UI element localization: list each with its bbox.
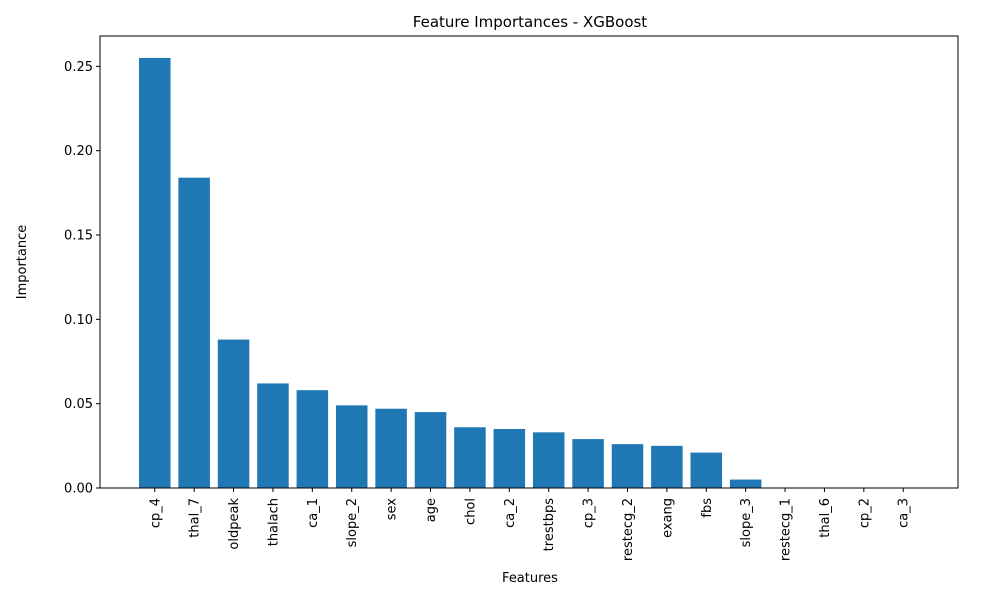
x-tick-label: cp_4 [148, 498, 163, 528]
y-tick-label: 0.15 [64, 229, 93, 244]
x-tick-label: age [424, 498, 439, 522]
x-tick-label: exang [660, 498, 675, 538]
x-tick-label: cp_3 [582, 498, 597, 528]
bar-age [414, 412, 447, 488]
bar-chol [454, 427, 486, 488]
bar-thalach [257, 383, 289, 488]
bar-restecg-2 [611, 444, 644, 488]
y-tick-label: 0.05 [64, 397, 93, 412]
chart-title: Feature Importances - XGBoost [413, 13, 648, 31]
bar-thal-7 [178, 177, 210, 489]
bar-ca-2 [493, 428, 526, 488]
bar-cp-4 [139, 57, 171, 489]
y-axis: 0.00 0.05 0.10 0.15 0.20 0.25 [64, 60, 100, 497]
x-tick-label: restecg_2 [621, 498, 636, 561]
bars-group [139, 57, 762, 489]
bar-trestbps [532, 432, 565, 488]
y-tick-label: 0.00 [64, 482, 93, 497]
y-tick-label: 0.20 [64, 144, 93, 159]
bar-fbs [690, 452, 723, 488]
bar-slope-3 [729, 479, 762, 488]
x-tick-label: sex [385, 498, 400, 521]
y-tick-label: 0.25 [64, 60, 93, 75]
x-axis: cp_4 thal_7 oldpeak thalach ca_1 slope_2 sex ag… [148, 488, 912, 561]
x-tick-label: slope_3 [739, 498, 754, 547]
x-tick-label: fbs [700, 498, 715, 518]
x-tick-label: thalach [266, 498, 281, 546]
x-tick-label: trestbps [542, 498, 557, 552]
x-tick-label: chol [463, 498, 478, 525]
x-tick-label: slope_2 [345, 498, 360, 547]
x-tick-label: ca_2 [503, 498, 518, 528]
bar-exang [651, 445, 683, 488]
x-tick-label: ca_3 [897, 498, 912, 528]
bar-sex [375, 408, 407, 488]
y-tick-label: 0.10 [64, 313, 93, 328]
x-tick-label: restecg_1 [779, 498, 794, 561]
bar-slope-2 [335, 405, 368, 488]
x-tick-label: thal_7 [188, 498, 203, 538]
plot-frame [99, 35, 959, 489]
x-tick-label: oldpeak [227, 498, 242, 550]
x-axis-label: Features [502, 571, 558, 586]
x-tick-label: thal_6 [818, 498, 833, 538]
x-tick-label: cp_2 [857, 498, 872, 528]
bar-oldpeak [217, 339, 250, 488]
x-tick-label: ca_1 [306, 498, 321, 528]
bar-cp-3 [572, 439, 604, 488]
y-axis-label: Importance [15, 225, 30, 300]
bar-ca-1 [296, 390, 329, 488]
